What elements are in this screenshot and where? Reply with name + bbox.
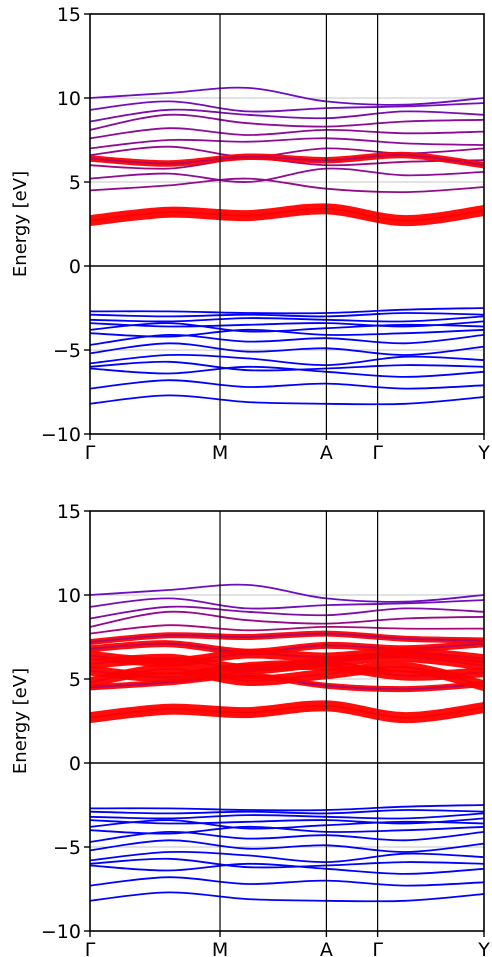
valence-band-line: [90, 830, 484, 843]
valence-band-line: [90, 365, 484, 378]
conduction-band-line: [90, 632, 484, 643]
y-tick-label: 10: [57, 585, 81, 607]
valence-band-line: [90, 379, 484, 390]
valence-band-line: [90, 819, 484, 830]
conduction-band-line: [90, 154, 484, 167]
y-tick-label: −10: [41, 921, 81, 943]
valence-band-line: [90, 322, 484, 333]
conduction-band-line: [90, 108, 484, 123]
x-tick-label: Y: [477, 442, 490, 464]
x-tick-label: Γ: [85, 939, 96, 957]
valence-band-line: [90, 394, 484, 406]
valence-band-line: [90, 850, 484, 864]
plot-frame: [89, 510, 485, 932]
conduction-band-line: [90, 610, 484, 628]
y-tick-label: 10: [57, 88, 81, 110]
valence-band-line: [90, 809, 484, 815]
valence-band-line: [90, 804, 484, 812]
valence-band-line: [90, 315, 484, 323]
x-tick-label: Γ: [372, 939, 383, 957]
valence-band-line: [90, 353, 484, 367]
valence-band-line: [90, 307, 484, 315]
band-structure-panel-top: −10 −5 0 5 10 15 Γ M A Γ Y Energy [eV]: [10, 4, 490, 464]
conduction-band-line: [90, 127, 484, 140]
y-tick-label: 5: [69, 172, 81, 194]
x-tick-label: Γ: [85, 442, 96, 464]
y-tick-label: 5: [69, 669, 81, 691]
conduction-band-line: [90, 137, 484, 150]
valence-band-line: [90, 825, 484, 835]
conduction-band-line: [90, 177, 484, 194]
y-tick-label: 15: [57, 501, 81, 523]
conduction-band-line: [90, 624, 484, 635]
valence-band-line: [90, 342, 484, 356]
y-tick-label: −10: [41, 424, 81, 446]
valence-band-line: [90, 876, 484, 887]
valence-band-line: [90, 328, 484, 338]
plot-frame: [89, 13, 485, 435]
y-tick-label: 0: [69, 256, 81, 278]
bands-group: [90, 86, 484, 406]
valence-band-line: [90, 839, 484, 853]
conduction-band-line: [90, 86, 484, 106]
y-axis-label: Energy [eV]: [10, 171, 31, 277]
conduction-band-line: [90, 665, 484, 687]
x-tick-label: M: [212, 939, 228, 957]
valence-band-line: [90, 862, 484, 875]
conduction-band-line: [90, 605, 484, 620]
y-tick-label: −5: [53, 837, 81, 859]
valence-band-line: [90, 857, 484, 869]
x-tick-label: Γ: [372, 442, 383, 464]
y-tick-label: 0: [69, 753, 81, 775]
band-structure-panel-bottom: −10 −5 0 5 10 15 Γ M A Γ Y Energy [eV]: [10, 501, 490, 957]
x-tick-label: M: [212, 442, 228, 464]
x-tick-label: Y: [477, 939, 490, 957]
valence-band-line: [90, 320, 484, 328]
conduction-band-line: [90, 113, 484, 131]
y-tick-label: −5: [53, 340, 81, 362]
x-tick-label: A: [320, 939, 333, 957]
bands-group: [90, 583, 484, 903]
conduction-band-line: [90, 597, 484, 610]
conduction-band-line: [90, 704, 484, 719]
valence-band-line: [90, 312, 484, 318]
valence-band-line: [90, 360, 484, 372]
x-tick-label: A: [320, 442, 333, 464]
conduction-band-line: [90, 656, 484, 670]
y-axis-label: Energy [eV]: [10, 668, 31, 774]
valence-band-line: [90, 812, 484, 820]
valence-band-line: [90, 333, 484, 346]
conduction-band-line: [90, 100, 484, 113]
conduction-band-line: [90, 583, 484, 603]
conduction-band-line: [90, 167, 484, 183]
valence-band-line: [90, 891, 484, 903]
y-tick-label: 15: [57, 4, 81, 26]
conduction-band-line: [90, 207, 484, 222]
valence-band-line: [90, 817, 484, 825]
